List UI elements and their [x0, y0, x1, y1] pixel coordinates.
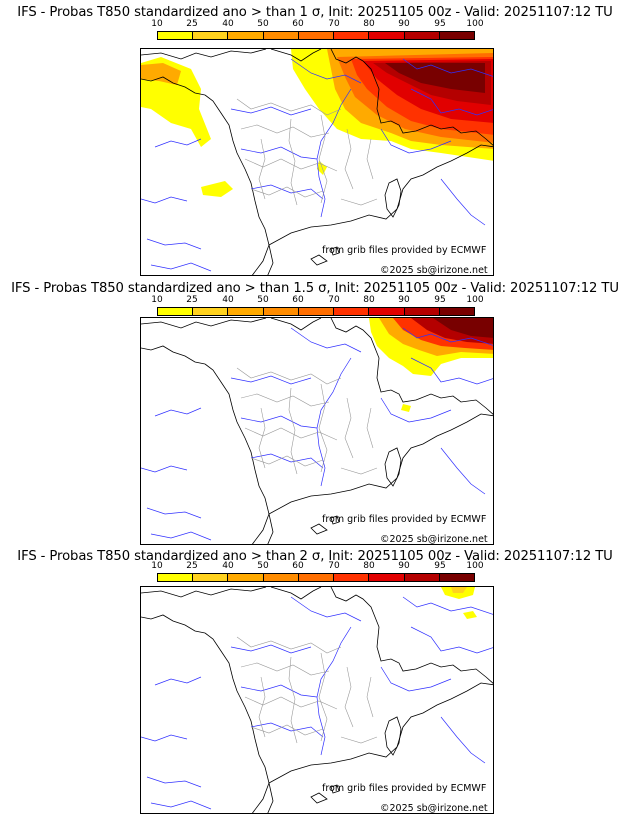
legend-tick: 90 [398, 561, 410, 571]
legend-tick: 10 [151, 561, 163, 571]
legend-swatch [228, 308, 264, 315]
legend-swatch [298, 574, 335, 581]
probability-map: from grib files provided by ECMWF ©2025 … [140, 586, 494, 814]
legend-tick: 50 [257, 19, 269, 29]
legend-tick: 10 [151, 295, 163, 305]
shade-25 [141, 63, 181, 85]
legend-swatch [158, 574, 194, 581]
legend-tick: 80 [363, 295, 375, 305]
credit-text: from grib files provided by ECMWF [322, 783, 487, 794]
color-legend: 10 25 40 50 60 70 80 90 95 100 [151, 561, 484, 584]
legend-tick: 10 [151, 19, 163, 29]
legend-swatch [193, 308, 229, 315]
legend-swatch [158, 32, 194, 39]
legend-tick: 70 [328, 295, 340, 305]
shade-10 [463, 611, 477, 619]
legend-tick: 90 [398, 19, 410, 29]
legend-swatch [439, 32, 474, 39]
shade-25 [451, 587, 467, 593]
shade-95 [433, 318, 493, 338]
legend-swatch [369, 32, 405, 39]
legend-tick: 95 [434, 19, 446, 29]
legend-swatch [404, 308, 440, 315]
legend-swatch [228, 32, 264, 39]
legend-swatch [263, 308, 299, 315]
legend-tick: 70 [328, 19, 340, 29]
legend-swatch [298, 32, 335, 39]
legend-tick: 40 [222, 295, 234, 305]
legend-swatch [404, 32, 440, 39]
legend-tick: 25 [186, 561, 198, 571]
legend-tick: 95 [434, 561, 446, 571]
legend-swatch [193, 32, 229, 39]
probability-map: from grib files provided by ECMWF ©2025 … [140, 317, 494, 545]
legend-tick: 60 [292, 561, 304, 571]
legend-tick: 50 [257, 295, 269, 305]
legend-tick: 80 [363, 19, 375, 29]
legend-tick-labels: 10 25 40 50 60 70 80 90 95 100 [151, 561, 483, 571]
color-legend: 10 25 40 50 60 70 80 90 95 100 [151, 295, 484, 318]
legend-color-bar [157, 31, 475, 40]
legend-swatch [228, 574, 264, 581]
panel-title: IFS - Probas T850 standardized ano > tha… [17, 5, 613, 20]
panel-title: IFS - Probas T850 standardized ano > tha… [11, 281, 619, 296]
legend-swatch [263, 574, 299, 581]
legend-tick: 25 [186, 19, 198, 29]
shade-10 [401, 404, 411, 412]
legend-tick: 80 [363, 561, 375, 571]
shade-10 [201, 181, 233, 197]
legend-color-bar [157, 307, 475, 316]
legend-tick: 60 [292, 19, 304, 29]
copyright-text: ©2025 sb@irizone.net [380, 803, 488, 814]
legend-tick: 50 [257, 561, 269, 571]
legend-swatch [404, 574, 440, 581]
legend-tick-labels: 10 25 40 50 60 70 80 90 95 100 [151, 295, 483, 305]
legend-swatch [334, 32, 370, 39]
legend-tick: 40 [222, 19, 234, 29]
legend-tick: 60 [292, 295, 304, 305]
copyright-text: ©2025 sb@irizone.net [380, 265, 488, 276]
legend-tick: 100 [466, 561, 484, 571]
legend-tick: 25 [186, 295, 198, 305]
credit-text: from grib files provided by ECMWF [322, 514, 487, 525]
legend-tick: 40 [222, 561, 234, 571]
credit-text: from grib files provided by ECMWF [322, 245, 487, 256]
legend-tick: 70 [328, 561, 340, 571]
panel-2: IFS - Probas T850 standardized ano > tha… [0, 276, 630, 552]
probability-map: from grib files provided by ECMWF ©2025 … [140, 48, 494, 276]
legend-color-bar [157, 573, 475, 582]
legend-swatch [158, 308, 194, 315]
legend-swatch [334, 574, 370, 581]
legend-swatch [439, 308, 474, 315]
legend-swatch [263, 32, 299, 39]
panel-title: IFS - Probas T850 standardized ano > tha… [17, 549, 613, 564]
legend-tick: 95 [434, 295, 446, 305]
legend-swatch [334, 308, 370, 315]
legend-swatch [369, 308, 405, 315]
legend-swatch [298, 308, 335, 315]
legend-tick: 100 [466, 295, 484, 305]
panel-1: IFS - Probas T850 standardized ano > tha… [0, 0, 630, 276]
panel-3: IFS - Probas T850 standardized ano > tha… [0, 549, 630, 828]
legend-tick-labels: 10 25 40 50 60 70 80 90 95 100 [151, 19, 483, 29]
copyright-text: ©2025 sb@irizone.net [380, 534, 488, 545]
legend-swatch [439, 574, 474, 581]
legend-tick: 100 [466, 19, 484, 29]
legend-swatch [193, 574, 229, 581]
shade-95 [385, 63, 485, 93]
legend-swatch [369, 574, 405, 581]
color-legend: 10 25 40 50 60 70 80 90 95 100 [151, 19, 484, 42]
legend-tick: 90 [398, 295, 410, 305]
